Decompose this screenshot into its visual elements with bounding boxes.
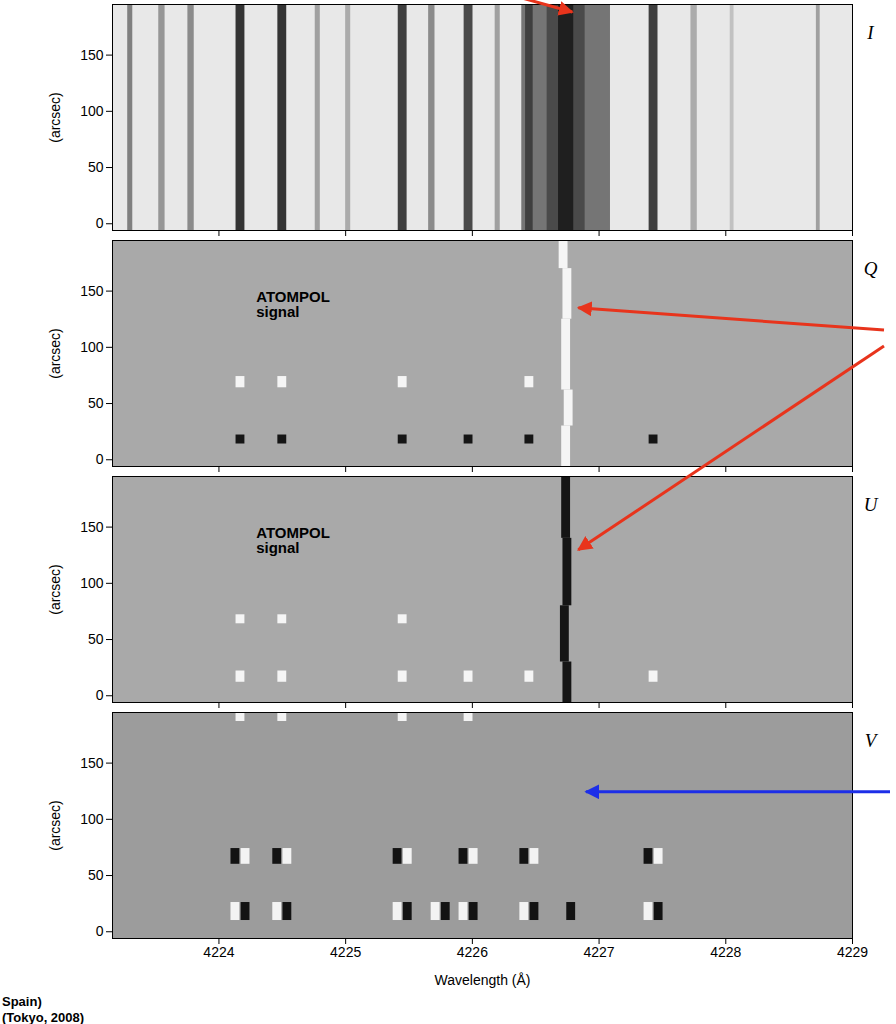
svg-text:U: U [864,494,879,515]
svg-text:150: 150 [80,283,104,299]
svg-text:0: 0 [96,215,104,231]
svg-text:(arcsec): (arcsec) [47,92,63,143]
svg-text:50: 50 [88,395,104,411]
svg-text:50: 50 [88,631,104,647]
svg-text:(arcsec): (arcsec) [47,564,63,615]
svg-text:4224: 4224 [203,944,234,960]
svg-text:100: 100 [80,575,104,591]
svg-text:0: 0 [96,687,104,703]
svg-text:150: 150 [80,47,104,63]
svg-text:Wavelength (Å): Wavelength (Å) [435,972,531,988]
svg-text:4229: 4229 [837,944,868,960]
svg-text:100: 100 [80,103,104,119]
svg-text:100: 100 [80,811,104,827]
svg-text:0: 0 [96,923,104,939]
svg-text:50: 50 [88,159,104,175]
svg-text:150: 150 [80,519,104,535]
svg-text:ATOMPOLsignal: ATOMPOLsignal [256,288,330,320]
svg-text:ATOMPOLsignal: ATOMPOLsignal [256,524,330,556]
svg-text:4228: 4228 [710,944,741,960]
html-text:(Tokyo, 2008): (Tokyo, 2008) [2,1010,85,1024]
svg-text:(arcsec): (arcsec) [47,800,63,851]
html-text:Spain): Spain) [2,994,42,1009]
svg-text:150: 150 [80,755,104,771]
svg-text:(arcsec): (arcsec) [47,328,63,379]
svg-text:I: I [866,22,875,43]
svg-text:V: V [865,730,879,751]
svg-text:4225: 4225 [330,944,361,960]
svg-text:50: 50 [88,867,104,883]
svg-text:100: 100 [80,339,104,355]
svg-text:Q: Q [864,258,878,279]
svg-text:4227: 4227 [583,944,614,960]
svg-text:0: 0 [96,451,104,467]
svg-text:4226: 4226 [457,944,488,960]
